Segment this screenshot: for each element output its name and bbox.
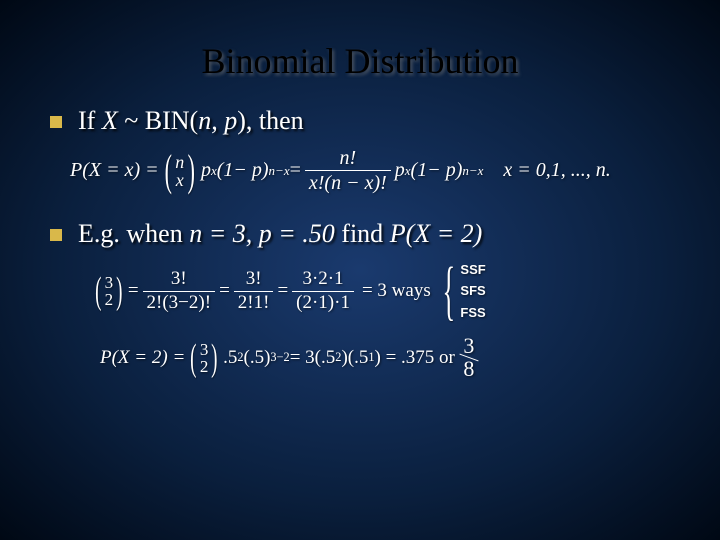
pmf-bx: x bbox=[176, 171, 184, 189]
wf3t: 3·2·1 bbox=[298, 268, 347, 291]
ways-f1: 3! 2!(3−2)! bbox=[143, 268, 216, 315]
wf2t: 3! bbox=[242, 268, 266, 291]
calc-m1: = 3(.5 bbox=[290, 347, 336, 369]
bullet-2: E.g. when n = 3, p = .50 find P(X = 2) bbox=[50, 219, 670, 249]
bullet-1: If X ~ BIN(n, p), then bbox=[50, 106, 670, 136]
ways-f2: 3! 2!1! bbox=[234, 268, 274, 315]
pmf-fb: x!(n − x)! bbox=[305, 171, 391, 195]
b2-prefix: E.g. when bbox=[78, 219, 189, 248]
w-bn: 3 bbox=[105, 274, 114, 291]
pmf-formula: P(X = x) = ( nx ) px (1− p)n−x = n! x!(n… bbox=[70, 146, 670, 195]
pmf-binom: ( nx ) bbox=[161, 153, 199, 189]
pmf-domain: x = 0,1, ..., n. bbox=[503, 159, 610, 182]
b1-suffix: ), then bbox=[237, 106, 303, 135]
wf3b: (2·1)·1 bbox=[292, 292, 354, 315]
ways-result: = 3 ways bbox=[362, 280, 431, 302]
pmf-ft: n! bbox=[335, 146, 360, 170]
slide-container: Binomial Distribution If X ~ BIN(n, p), … bbox=[0, 0, 720, 412]
b2-mid: find bbox=[335, 219, 390, 248]
calc-rbot: 8 bbox=[463, 356, 474, 382]
slide-title: Binomial Distribution bbox=[50, 40, 670, 82]
b2-pfind: P(X = 2) bbox=[390, 219, 483, 248]
b1-tilde: ~ BIN( bbox=[118, 106, 199, 135]
bullet-1-text: If X ~ BIN(n, p), then bbox=[78, 106, 304, 136]
b1-x: X bbox=[102, 106, 118, 135]
calc-formula: P(X = 2) = ( 32 ) .52 (.5)3−2 = 3(.52)(.… bbox=[100, 333, 670, 382]
pmf-lhs: P(X = x) = bbox=[70, 159, 159, 182]
pmf-frac: n! x!(n − x)! bbox=[305, 146, 391, 195]
w-bx: 2 bbox=[105, 291, 114, 308]
b2-n: n = 3, p = .50 bbox=[189, 219, 335, 248]
calc-m2: )(.5 bbox=[341, 347, 368, 369]
pmf-qexp: n−x bbox=[269, 163, 290, 179]
calc-lhs: P(X = 2) = bbox=[100, 347, 185, 369]
ways-f3: 3·2·1 (2·1)·1 bbox=[292, 268, 354, 315]
b1-prefix: If bbox=[78, 106, 102, 135]
wf2b: 2!1! bbox=[234, 292, 274, 315]
ways-brace: { SSF SFS FSS bbox=[439, 259, 486, 323]
pmf-qexp2: n−x bbox=[462, 163, 483, 179]
calc-frac: 3 8 bbox=[459, 333, 479, 382]
calc-t1: .5 bbox=[223, 347, 237, 369]
pmf-q: (1− p) bbox=[217, 159, 269, 182]
c-bx: 2 bbox=[200, 358, 209, 375]
pmf-q2: (1− p) bbox=[411, 159, 463, 182]
bullet-2-text: E.g. when n = 3, p = .50 find P(X = 2) bbox=[78, 219, 482, 249]
bullet-icon bbox=[50, 229, 62, 241]
bullet-icon bbox=[50, 116, 62, 128]
b1-args: n, p bbox=[198, 106, 237, 135]
calc-binom: ( 32 ) bbox=[187, 341, 221, 375]
calc-m3: ) = .375 or bbox=[375, 347, 455, 369]
wf1t: 3! bbox=[167, 268, 191, 291]
ways-binom: ( 32 ) bbox=[92, 274, 126, 308]
pmf-p2: p bbox=[395, 159, 405, 182]
calc-t2: (.5) bbox=[244, 347, 271, 369]
wf1b: 2!(3−2)! bbox=[143, 292, 216, 315]
ways-ssf: SSF bbox=[460, 259, 485, 280]
calc-e2: 3−2 bbox=[270, 350, 289, 365]
ways-fss: FSS bbox=[460, 302, 485, 323]
pmf-eq: = bbox=[290, 159, 301, 182]
ways-sfs: SFS bbox=[460, 280, 485, 301]
pmf-p: p bbox=[201, 159, 211, 182]
c-bn: 3 bbox=[200, 341, 209, 358]
ways-formula: ( 32 ) = 3! 2!(3−2)! = 3! 2!1! = 3·2·1 (… bbox=[90, 259, 670, 323]
pmf-bn: n bbox=[175, 153, 184, 171]
